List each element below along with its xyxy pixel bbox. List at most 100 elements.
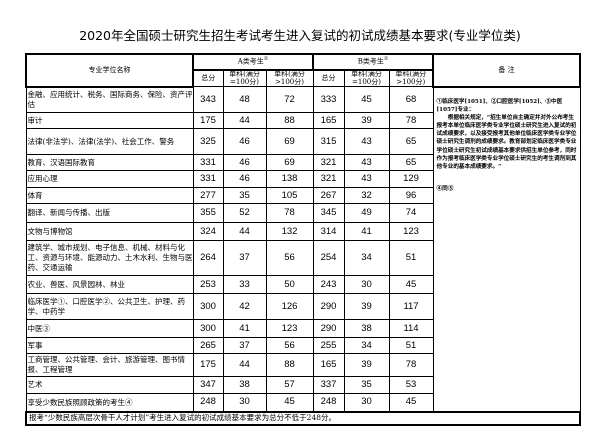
score-a-0: 355 xyxy=(192,203,224,224)
degree-name: 应用心理 xyxy=(25,170,194,189)
score-a-2: 56 xyxy=(265,240,314,277)
score-a-1: 33 xyxy=(222,275,267,295)
score-b-1: 38 xyxy=(343,319,390,339)
table-row: 法律(非法学)、法律(法学)、社会工作、警务 325 46 69 315 43 65 xyxy=(25,128,580,156)
score-a-0: 253 xyxy=(192,275,224,295)
score-a-0: 300 xyxy=(192,293,224,321)
score-b-2: 51 xyxy=(388,240,434,277)
score-a-2: 88 xyxy=(265,353,314,378)
score-a-0: 331 xyxy=(192,170,224,189)
score-b-2: 68 xyxy=(388,86,434,114)
score-b-0: 248 xyxy=(312,393,345,413)
score-a-0: 265 xyxy=(192,337,224,355)
score-b-1: 30 xyxy=(343,393,390,413)
score-a-0: 343 xyxy=(192,86,224,114)
score-a-1: 30 xyxy=(222,393,267,413)
table-row: 金融、应用统计、税务、国际商务、保险、资产评估 343 48 72 333 45 68 ①临床… xyxy=(25,86,581,413)
score-b-2: 78 xyxy=(388,112,434,130)
table-row: 文物与博物馆 324 44 132 314 41 123 xyxy=(25,222,580,242)
score-a-2: 78 xyxy=(265,203,314,224)
table-row: 临床医学①、口腔医学②、公共卫生、护理、药学、中药学 300 42 126 290 39 1… xyxy=(25,293,580,321)
table-row: 工商管理、公共管理、会计、旅游管理、图书情报、工程管理 175 44 88 165 39 7… xyxy=(25,353,580,378)
score-b-2: 123 xyxy=(388,222,434,242)
header-b-single100: 单科(满分=100分) xyxy=(343,69,390,88)
degree-name: 金融、应用统计、税务、国际商务、保险、资产评估 xyxy=(25,86,194,114)
degree-name: 建筑学、城市规划、电子信息、机械、材料与化工、资源与环境、能源动力、土木水利、生… xyxy=(25,240,194,277)
score-b-2: 65 xyxy=(388,128,434,156)
header-b-total: 总分 xyxy=(312,69,345,88)
score-a-0: 175 xyxy=(192,112,224,130)
header-name: 专业学位名称 xyxy=(25,53,194,88)
score-b-0: 321 xyxy=(312,154,345,172)
score-a-2: 138 xyxy=(265,170,314,189)
score-b-2: 117 xyxy=(388,293,434,321)
score-a-2: 88 xyxy=(265,112,314,130)
footer-note: 报考“少数民族高层次骨干人才计划”考生进入复试的初试成绩基本要求为总分不低于24… xyxy=(24,410,582,426)
score-b-0: 290 xyxy=(312,319,345,339)
score-b-0: 290 xyxy=(312,293,345,321)
score-a-2: 50 xyxy=(265,275,314,295)
degree-name: 艺术 xyxy=(25,376,194,395)
score-a-1: 37 xyxy=(222,337,267,355)
score-a-0: 347 xyxy=(192,376,224,395)
table-row: 军事 265 37 56 255 34 51 xyxy=(25,337,580,355)
degree-name: 体育 xyxy=(25,187,194,205)
table-row: 审计 175 44 88 165 39 78 xyxy=(25,112,580,130)
remark-text: ①临床医学[1051]、②口腔医学[1052]、③中医[1057]专业： 根据相… xyxy=(436,98,577,170)
score-b-1: 30 xyxy=(343,275,390,295)
score-b-1: 35 xyxy=(343,376,390,395)
header-b-single-gt100: 单科(满分>100分) xyxy=(388,69,434,88)
score-a-1: 46 xyxy=(222,128,267,156)
score-b-0: 243 xyxy=(312,275,345,295)
score-b-0: 165 xyxy=(312,112,345,130)
score-b-1: 45 xyxy=(343,86,390,114)
score-b-1: 39 xyxy=(343,293,390,321)
score-b-2: 129 xyxy=(388,170,434,189)
score-a-1: 41 xyxy=(222,319,267,339)
score-a-0: 175 xyxy=(192,353,224,378)
score-a-2: 45 xyxy=(265,393,314,413)
table-row: 享受少数民族照顾政策的考生④ 248 30 45 248 30 45 xyxy=(25,393,580,413)
score-b-0: 345 xyxy=(312,203,345,224)
degree-name: 工商管理、公共管理、会计、旅游管理、图书情报、工程管理 xyxy=(25,353,194,378)
score-a-0: 248 xyxy=(192,393,224,413)
score-b-2: 51 xyxy=(388,337,434,355)
score-a-2: 69 xyxy=(265,128,314,156)
a-group-mark: ① xyxy=(263,56,269,63)
degree-name: 中医③ xyxy=(25,319,194,339)
score-a-2: 123 xyxy=(265,319,314,339)
page-title: 2020年全国硕士研究生招生考试考生进入复试的初试成绩基本要求(专业学位类) xyxy=(79,28,521,43)
score-b-2: 53 xyxy=(388,376,434,395)
degree-name: 审计 xyxy=(25,112,194,130)
degree-name: 军事 xyxy=(25,337,194,355)
score-a-0: 331 xyxy=(192,154,224,172)
score-a-0: 324 xyxy=(192,222,224,242)
remark-cell: ①临床医学[1051]、②口腔医学[1052]、③中医[1057]专业： 根据相… xyxy=(432,86,581,413)
header-a-total: 总分 xyxy=(192,69,224,88)
score-b-2: 65 xyxy=(388,154,434,172)
score-a-1: 44 xyxy=(222,353,267,378)
score-a-1: 38 xyxy=(222,376,267,395)
score-b-0: 321 xyxy=(312,170,345,189)
score-b-1: 43 xyxy=(343,154,390,172)
score-b-1: 32 xyxy=(343,187,390,205)
header-a-single-gt100: 单科(满分>100分) xyxy=(265,69,314,88)
score-b-1: 41 xyxy=(343,222,390,242)
score-b-0: 165 xyxy=(312,353,345,378)
score-b-0: 315 xyxy=(312,128,345,156)
score-b-2: 45 xyxy=(388,393,434,413)
score-a-1: 52 xyxy=(222,203,267,224)
score-a-1: 46 xyxy=(222,170,267,189)
degree-name: 法律(非法学)、法律(法学)、社会工作、警务 xyxy=(25,128,194,156)
degree-name: 翻译、新闻与传播、出版 xyxy=(25,203,194,224)
score-b-2: 96 xyxy=(388,187,434,205)
score-a-2: 132 xyxy=(265,222,314,242)
degree-name: 享受少数民族照顾政策的考生④ xyxy=(25,393,194,413)
score-b-1: 43 xyxy=(343,170,390,189)
score-a-1: 35 xyxy=(222,187,267,205)
score-b-1: 34 xyxy=(343,337,390,355)
header-b-group: B类考生① xyxy=(312,53,435,71)
score-a-2: 69 xyxy=(265,154,314,172)
score-b-1: 39 xyxy=(343,353,390,378)
score-a-2: 56 xyxy=(265,337,314,355)
